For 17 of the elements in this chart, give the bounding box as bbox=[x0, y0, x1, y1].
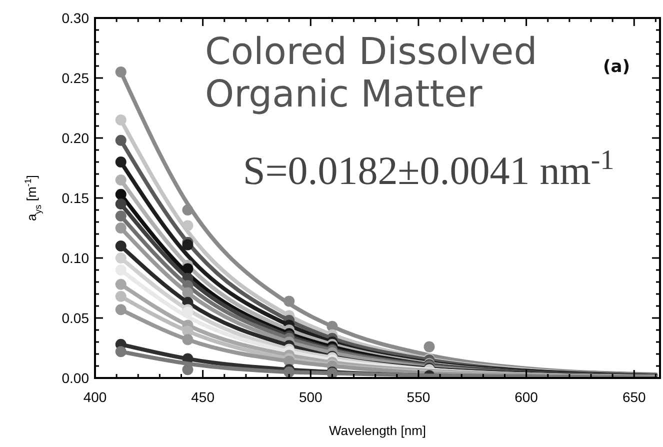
y-tick-label: 0.05 bbox=[62, 310, 90, 326]
y-tick-label: 0.30 bbox=[62, 10, 90, 26]
x-tick-label: 500 bbox=[298, 389, 323, 405]
y-tick-label: 0.10 bbox=[62, 250, 90, 266]
annotation: Colored Dissolved Organic Matter bbox=[205, 30, 538, 116]
x-tick-label: 650 bbox=[622, 389, 646, 405]
x-tick-label: 600 bbox=[514, 389, 538, 405]
x-tick-label: 400 bbox=[83, 389, 107, 405]
x-tick-label: 550 bbox=[406, 389, 430, 405]
annotation: (a) bbox=[603, 57, 630, 77]
x-tick-label: 450 bbox=[191, 389, 215, 405]
x-axis-title: Wavelength [nm] bbox=[328, 423, 426, 438]
y-tick-label: 0.15 bbox=[62, 190, 90, 206]
y-tick-label: 0.25 bbox=[62, 70, 90, 86]
y-tick-label: 0.00 bbox=[62, 370, 90, 386]
annotation: S=0.0182±0.0041 nm$^{-1}$ bbox=[243, 144, 614, 193]
y-tick-label: 0.20 bbox=[62, 130, 90, 146]
